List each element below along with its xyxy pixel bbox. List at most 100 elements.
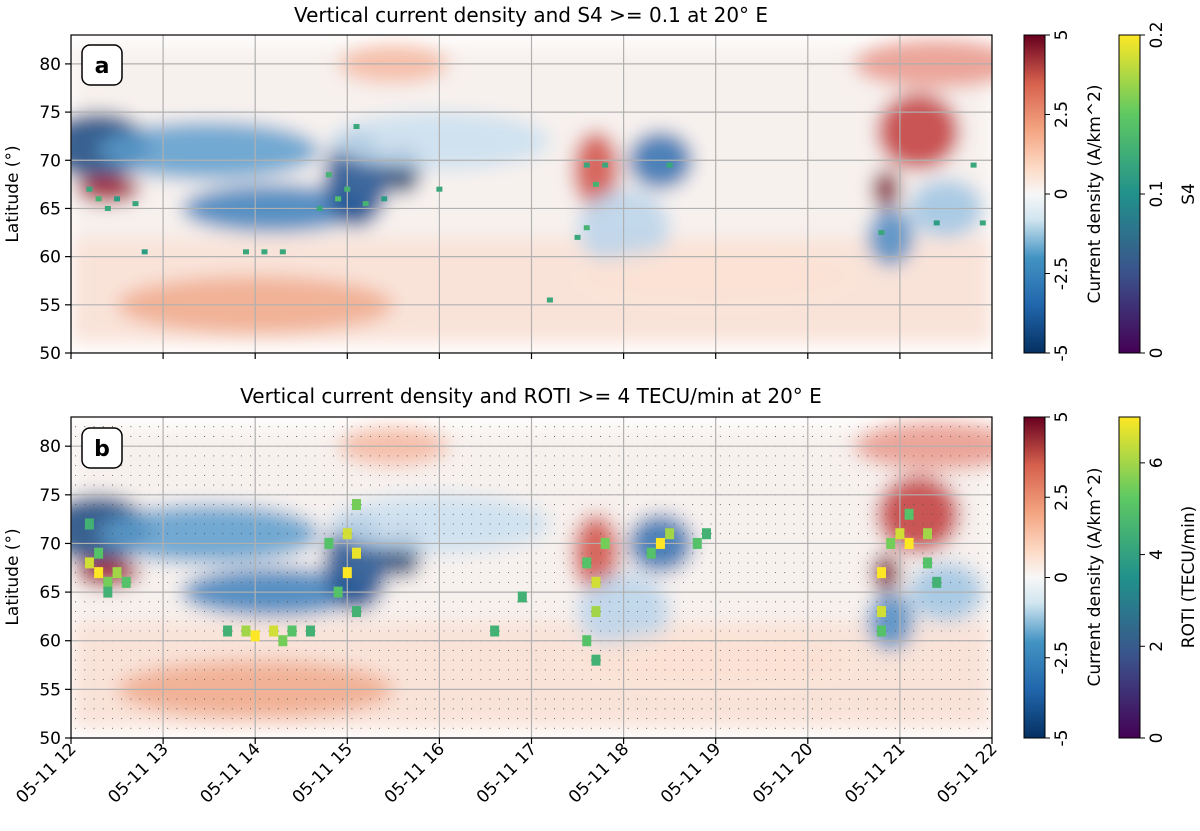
overlay-point	[876, 606, 886, 618]
colorbar-tick-label: 5	[1052, 30, 1072, 41]
overlay-point	[886, 537, 896, 549]
panel-a-y-ticks: 50 55 60 65 70 75 80	[39, 55, 71, 364]
overlay-point	[665, 528, 675, 540]
overlay-point	[582, 557, 592, 569]
panel-b-station-dots	[75, 426, 988, 729]
overlay-point	[278, 635, 288, 647]
panel-a-letter: a	[95, 54, 110, 79]
colorbar-tick-label: 6	[1147, 457, 1167, 468]
overlay-point	[655, 537, 665, 549]
panel-b-plot-area	[71, 417, 992, 738]
panel-b-roti-colorbar: 0 2 4 6 ROTI (TECU/min)	[1118, 416, 1199, 743]
overlay-point	[261, 249, 268, 255]
panel-a-current-density-field	[71, 39, 992, 344]
overlay-point	[94, 567, 104, 579]
overlay-point	[692, 537, 702, 549]
colorbar-tick-label: 0.1	[1147, 180, 1167, 207]
current-blob	[572, 131, 619, 209]
panel-b-y-label: Latitude (°)	[3, 528, 23, 625]
overlay-point	[923, 528, 933, 540]
overlay-point	[876, 625, 886, 637]
overlay-point	[242, 249, 249, 255]
panel-a-y-label: Latitude (°)	[3, 145, 23, 242]
overlay-point	[324, 537, 334, 549]
colorbar-tick-label: -5	[1052, 730, 1072, 747]
overlay-point	[325, 172, 332, 178]
colorbar-tick-label: 2.5	[1052, 101, 1072, 128]
overlay-point	[933, 220, 940, 226]
overlay-point	[269, 625, 279, 637]
y-tick-label: 75	[39, 486, 61, 506]
x-tick-label: 05-11 21	[841, 739, 909, 807]
overlay-point	[94, 547, 104, 559]
y-tick-label: 75	[39, 103, 61, 123]
overlay-point	[223, 625, 233, 637]
y-tick-label: 70	[39, 151, 61, 171]
panel-b-roti-colorbar-label: ROTI (TECU/min)	[1179, 506, 1199, 648]
y-tick-label: 50	[39, 344, 61, 364]
panel-a-s4-colorbar-label: S4	[1179, 183, 1199, 205]
colorbar-tick-label: 0	[1147, 348, 1167, 359]
overlay-point	[904, 537, 914, 549]
overlay-point	[287, 625, 297, 637]
overlay-point	[646, 547, 656, 559]
x-tick-label: 05-11 15	[289, 739, 357, 807]
overlay-point	[141, 249, 148, 255]
current-blob	[872, 169, 900, 209]
panel-a-x-ticks	[70, 353, 993, 359]
overlay-point	[666, 162, 673, 168]
overlay-point	[104, 205, 111, 211]
panel-b: Vertical current density and ROTI >= 4 T…	[3, 384, 1199, 808]
overlay-point	[344, 186, 351, 192]
overlay-point	[95, 196, 102, 202]
panel-b-grid	[71, 417, 992, 738]
overlay-point	[121, 576, 131, 588]
overlay-point	[876, 567, 886, 579]
overlay-point	[352, 499, 362, 511]
colorbar-tick-label: 0	[1052, 189, 1072, 200]
overlay-point	[362, 201, 369, 207]
overlay-point	[592, 181, 599, 187]
current-blob	[867, 208, 914, 267]
overlay-point	[583, 162, 590, 168]
overlay-point	[583, 225, 590, 231]
current-blob	[867, 592, 914, 651]
overlay-point	[970, 162, 977, 168]
panel-a-letter-badge: a	[81, 44, 123, 86]
current-blob	[876, 92, 960, 170]
colorbar-tick-label: -2.5	[1052, 257, 1072, 290]
colorbar-tick-label: 0.2	[1147, 21, 1167, 48]
overlay-point	[316, 205, 323, 211]
x-tick-label: 05-11 19	[657, 739, 725, 807]
overlay-point	[436, 186, 443, 192]
panel-b-letter: b	[94, 437, 110, 462]
overlay-point	[333, 586, 343, 598]
overlay-point	[84, 557, 94, 569]
colorbar-tick-label: 2	[1147, 641, 1167, 652]
overlay-point	[342, 567, 352, 579]
overlay-point	[352, 606, 362, 618]
y-tick-label: 65	[39, 583, 61, 603]
overlay-point	[591, 606, 601, 618]
panel-a-s4-colorbar: 0 0.1 0.2 S4	[1118, 21, 1199, 359]
x-tick-label: 05-11 22	[933, 739, 1001, 807]
panel-b-current-colorbar: -5 -2.5 0 2.5 5 Current density (A/km^2)	[1023, 412, 1105, 747]
y-tick-label: 65	[39, 199, 61, 219]
panel-b-x-ticks: 05-11 12 05-11 13 05-11 14 05-11 15 05-11 16…	[12, 738, 1002, 808]
overlay-point	[602, 162, 609, 168]
panel-b-letter-badge: b	[81, 427, 123, 469]
overlay-point	[342, 528, 352, 540]
y-tick-label: 55	[39, 680, 61, 700]
colorbar-tick-label: 4	[1147, 549, 1167, 560]
x-tick-label: 05-11 17	[473, 739, 541, 807]
panel-a-plot-area	[71, 35, 992, 353]
y-tick-label: 80	[39, 437, 61, 457]
current-blob	[98, 121, 320, 180]
overlay-point	[591, 576, 601, 588]
overlay-point	[895, 528, 905, 540]
panel-a-title: Vertical current density and S4 >= 0.1 a…	[294, 3, 768, 27]
current-blob	[75, 174, 141, 204]
overlay-point	[305, 625, 315, 637]
x-tick-label: 05-11 20	[749, 739, 817, 807]
